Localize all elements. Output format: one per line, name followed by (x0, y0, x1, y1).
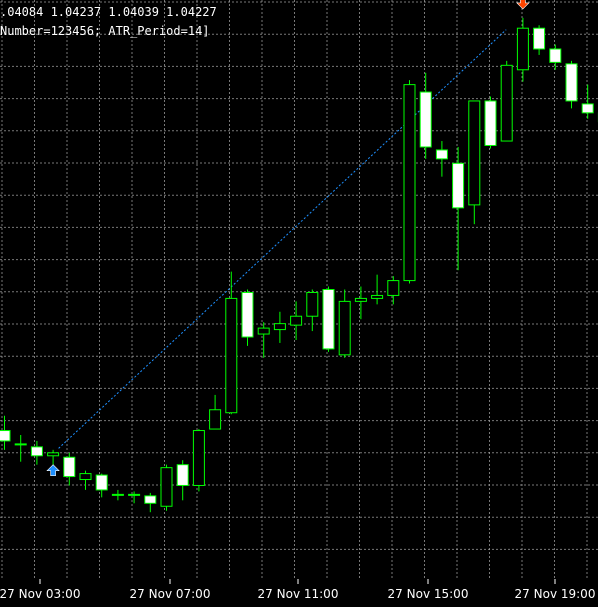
bear-candle (452, 162, 465, 209)
bear-candle (484, 100, 497, 146)
sell-arrow-icon (516, 0, 530, 10)
indicator-params: Number=123456; ATR_Period=14] (0, 24, 210, 38)
bull-candle (273, 323, 286, 331)
bull-candle (290, 315, 303, 326)
bull-candle (47, 452, 60, 457)
ohlc-header: .04084 1.04237 1.04039 1.04227 (0, 5, 217, 19)
bull-candle (128, 493, 141, 496)
bull-candle (371, 294, 384, 299)
x-tick-label: 27 Nov 07:00 (130, 587, 211, 601)
bull-candle (111, 493, 124, 496)
bear-candle (435, 149, 448, 160)
bull-candle (79, 473, 92, 481)
bear-candle (30, 446, 43, 457)
bull-candle (209, 409, 222, 430)
x-tick-label: 27 Nov 03:00 (0, 587, 80, 601)
bull-candle (468, 100, 481, 206)
bear-candle (419, 91, 432, 148)
bear-candle (533, 27, 546, 50)
bear-candle (0, 430, 11, 442)
bull-candle (516, 27, 529, 71)
bear-candle (565, 63, 578, 102)
trade-line (58, 29, 507, 449)
bear-candle (581, 103, 594, 114)
bull-candle (306, 291, 319, 317)
bull-candle (403, 84, 416, 282)
bull-candle (225, 297, 238, 414)
bear-candle (63, 456, 76, 478)
buy-arrow-icon (46, 464, 60, 476)
bear-candle (549, 48, 562, 63)
bear-candle (176, 464, 189, 486)
bear-candle (322, 289, 335, 350)
bull-candle (257, 327, 270, 335)
bear-candle (144, 495, 157, 504)
bull-candle (354, 297, 367, 302)
bull-candle (160, 467, 173, 507)
bull-candle (192, 430, 205, 486)
bull-candle (338, 300, 351, 356)
bear-candle (241, 291, 254, 338)
bull-candle (387, 280, 400, 296)
x-tick-label: 27 Nov 15:00 (388, 587, 469, 601)
x-tick-label: 27 Nov 19:00 (515, 587, 596, 601)
bull-candle (14, 443, 27, 446)
bull-candle (500, 64, 513, 142)
bear-candle (95, 474, 108, 491)
x-tick-label: 27 Nov 11:00 (258, 587, 339, 601)
